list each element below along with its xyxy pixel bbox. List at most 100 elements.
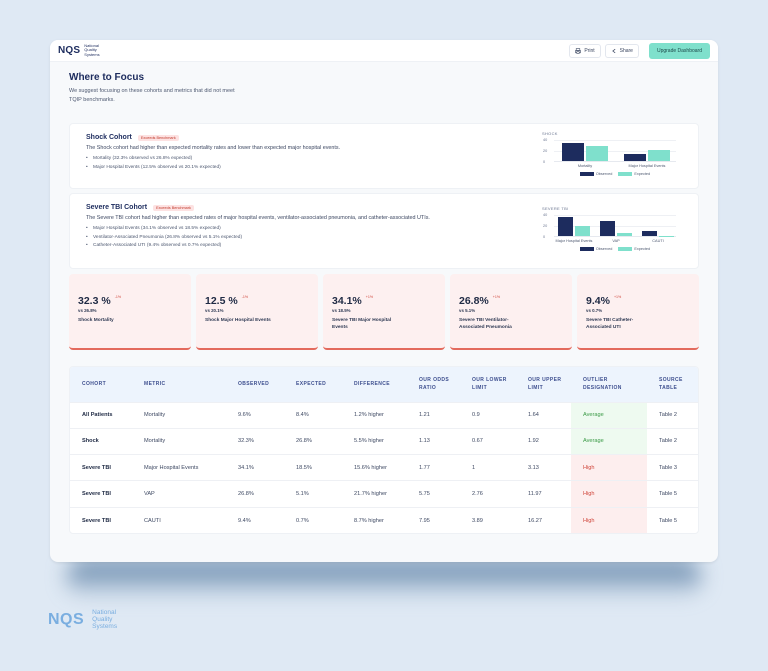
kpi-comparison: vs 20.1% <box>205 308 224 313</box>
table-header-row: COHORT METRIC OBSERVED EXPECTED DIFFEREN… <box>70 367 698 402</box>
chart-plot-area: 40 20 0 <box>543 213 676 239</box>
col-cohort[interactable]: COHORT <box>70 367 132 402</box>
col-lower-limit[interactable]: OUR LOWER LIMIT <box>460 367 516 402</box>
bar-expected[interactable] <box>575 225 590 236</box>
kpi-value: 9.4% <box>586 295 610 307</box>
bar-group-major-hospital-events <box>558 217 590 236</box>
cohort-title: Shock Cohort <box>86 134 132 141</box>
observed-swatch <box>579 172 594 176</box>
legend-expected: Expected <box>634 247 651 251</box>
bar-expected[interactable] <box>586 146 608 161</box>
cell-observed: 34.1% <box>226 454 284 481</box>
print-label: Print <box>584 47 595 54</box>
y-tick: 0 <box>543 160 546 164</box>
header-logo[interactable]: NQS National Quality Systems <box>58 43 112 58</box>
chart-title: SEVERE TBI <box>542 206 569 211</box>
cell-source-table: Table 5 <box>647 480 698 508</box>
cell-odds-ratio: 1.21 <box>407 401 460 429</box>
observed-swatch <box>579 247 594 251</box>
table-row[interactable]: Severe TBI VAP 26.8% 5.1% 21.7% higher 5… <box>70 480 698 508</box>
kpi-card[interactable]: 12.5 % -1% vs 20.1% Shock Major Hospital… <box>196 274 318 350</box>
x-label: Major Hospital Events <box>555 239 593 243</box>
x-label: Mortality <box>577 164 593 168</box>
cell-source-table: Table 3 <box>647 454 698 481</box>
col-source-table[interactable]: SOURCE TABLE <box>647 367 698 402</box>
bar-expected[interactable] <box>617 233 632 236</box>
cell-observed: 9.4% <box>226 506 284 534</box>
logo-mark: NQS <box>58 45 81 56</box>
cell-difference: 21.7% higher <box>342 480 407 508</box>
cohort-description: The Severe TBI cohort had higher than ex… <box>86 215 430 221</box>
kpi-card[interactable]: 9.4% +1% vs 0.7% Severe TBI Catheter-Ass… <box>577 274 699 350</box>
kpi-delta: -1% <box>114 295 122 299</box>
kpi-card[interactable]: 34.1% +1% vs 18.5% Severe TBI Major Hosp… <box>323 274 445 350</box>
cell-metric: Major Hospital Events <box>132 454 226 481</box>
kpi-card[interactable]: 32.3 % -1% vs 26.8% Shock Mortality <box>69 274 191 350</box>
bar-observed[interactable] <box>642 230 657 236</box>
col-observed[interactable]: OBSERVED <box>226 367 284 402</box>
page-title: Where to Focus <box>69 72 145 83</box>
kpi-comparison: vs 18.5% <box>332 308 351 313</box>
cell-difference: 5.5% higher <box>342 427 407 455</box>
cell-outlier-designation: High <box>571 480 647 508</box>
kpi-comparison: vs 26.8% <box>78 308 97 313</box>
print-button[interactable]: Print <box>569 43 601 58</box>
list-item: Major Hospital Events (12.5% observed vs… <box>86 164 530 173</box>
y-tick: 0 <box>543 235 546 239</box>
exceeds-benchmark-badge: Exceeds Benchmark <box>137 134 179 141</box>
col-odds-ratio[interactable]: OUR ODDS RATIO <box>407 367 460 402</box>
chart-legend: Observed Expected <box>554 172 676 176</box>
bar-observed[interactable] <box>600 221 615 236</box>
bar-observed[interactable] <box>562 143 584 161</box>
list-item: Catheter-Associated UTI (9.4% observed v… <box>86 242 530 251</box>
table-row[interactable]: Shock Mortality 32.3% 26.8% 5.5% higher … <box>70 427 698 455</box>
table-row[interactable]: Severe TBI Major Hospital Events 34.1% 1… <box>70 454 698 481</box>
cell-difference: 1.2% higher <box>342 401 407 429</box>
cell-outlier-designation: Average <box>571 427 647 455</box>
cell-odds-ratio: 1.77 <box>407 454 460 481</box>
cell-expected: 5.1% <box>284 480 342 508</box>
y-tick: 40 <box>543 213 548 217</box>
bar-observed[interactable] <box>624 154 646 161</box>
cohort-card-severe-tbi: Severe TBI Cohort Exceeds Benchmark The … <box>69 193 699 269</box>
expected-swatch <box>618 247 633 251</box>
cell-expected: 26.8% <box>284 427 342 455</box>
cell-odds-ratio: 5.75 <box>407 480 460 508</box>
bar-expected[interactable] <box>648 150 670 161</box>
y-tick: 20 <box>543 224 548 228</box>
cell-metric: Mortality <box>132 427 226 455</box>
table-row[interactable]: All Patients Mortality 9.6% 8.4% 1.2% hi… <box>70 401 698 429</box>
severe-tbi-bar-chart: SEVERE TBI 40 20 0 <box>542 206 682 258</box>
kpi-label: Severe TBI Major Hospital Events <box>332 318 392 330</box>
y-tick: 20 <box>543 149 548 153</box>
cell-observed: 26.8% <box>226 480 284 508</box>
col-upper-limit[interactable]: OUR UPPER LIMIT <box>516 367 571 402</box>
table-row[interactable]: Severe TBI CAUTI 9.4% 0.7% 8.7% higher 7… <box>70 506 698 534</box>
cell-cohort: Severe TBI <box>70 506 132 534</box>
cell-cohort: All Patients <box>70 401 132 429</box>
bar-group-mortality <box>562 143 608 161</box>
upgrade-dashboard-button[interactable]: Upgrade Dashboard <box>648 42 710 59</box>
bar-observed[interactable] <box>558 217 573 236</box>
legend-expected: Expected <box>634 172 651 176</box>
kpi-card[interactable]: 26.8% +1% vs 5.1% Severe TBI Ventilator-… <box>450 274 572 350</box>
footer-logo: NQS National Quality Systems <box>48 609 132 630</box>
cell-upper-limit: 3.13 <box>516 454 571 481</box>
chart-title: SHOCK <box>542 131 558 136</box>
kpi-delta: +1% <box>492 295 501 299</box>
cell-upper-limit: 11.97 <box>516 480 571 508</box>
col-outlier-designation[interactable]: OUTLIER DESIGNATION <box>571 367 647 402</box>
col-expected[interactable]: EXPECTED <box>284 367 342 402</box>
footer-logo-mark: NQS <box>48 610 85 628</box>
cell-difference: 15.6% higher <box>342 454 407 481</box>
col-metric[interactable]: METRIC <box>132 367 226 402</box>
cell-lower-limit: 0.9 <box>460 401 516 429</box>
cell-metric: CAUTI <box>132 506 226 534</box>
kpi-label: Shock Mortality <box>78 318 114 323</box>
cell-metric: VAP <box>132 480 226 508</box>
bar-group-cauti <box>642 230 674 236</box>
col-difference[interactable]: DIFFERENCE <box>342 367 407 402</box>
share-button[interactable]: Share <box>604 43 639 58</box>
kpi-row: 32.3 % -1% vs 26.8% Shock Mortality 12.5… <box>69 274 699 350</box>
x-label: CAUTI <box>652 239 664 243</box>
